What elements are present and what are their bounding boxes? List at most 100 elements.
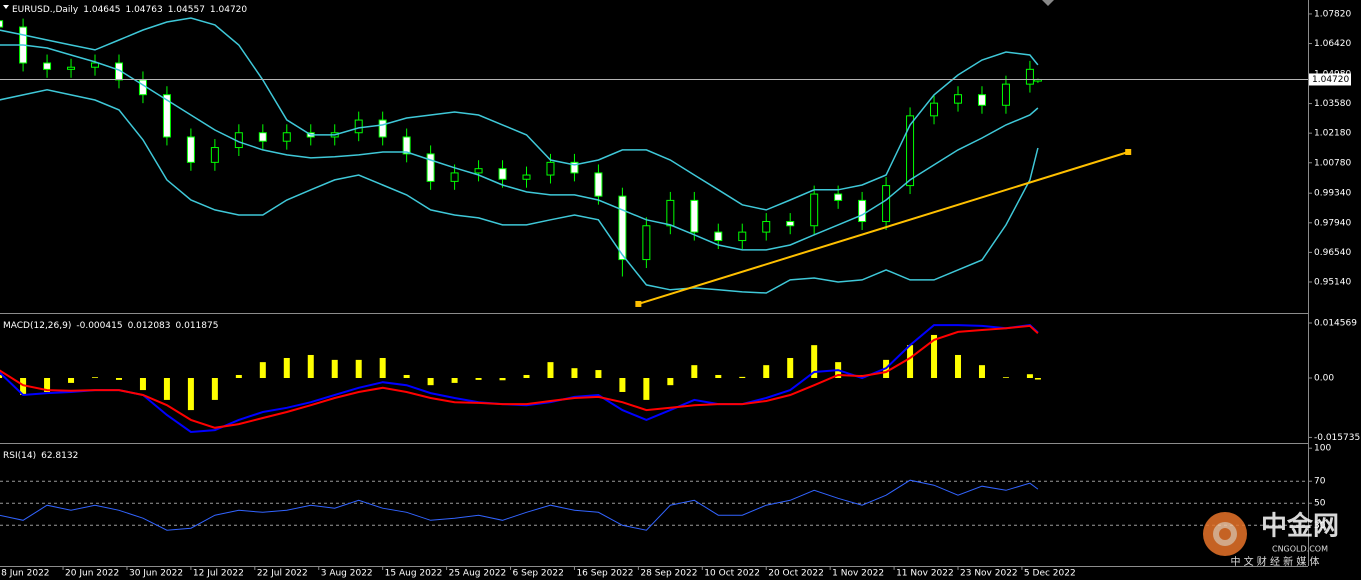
- macd-bar: [379, 357, 386, 378]
- macd-bar: [68, 377, 75, 383]
- macd-bar: [20, 377, 27, 395]
- macd-bar: [811, 345, 818, 378]
- candle-body: [1025, 68, 1034, 85]
- candle-body: [91, 62, 100, 68]
- x-tick-label: 3 Aug 2022: [321, 569, 373, 579]
- macd-bar: [427, 377, 434, 386]
- candle-body: [882, 185, 891, 223]
- candle-body: [858, 199, 867, 223]
- macd-bar: [331, 359, 338, 378]
- trend-anchor: [635, 300, 642, 307]
- panel-title: MACD(12,26,9): [3, 321, 71, 331]
- candle-body: [762, 221, 771, 233]
- candle-body: [522, 174, 531, 180]
- macd-line: [0, 324, 1039, 429]
- panel-title: EURUSD.,Daily: [12, 5, 79, 15]
- macd-bar: [1002, 377, 1009, 378]
- candle-body: [666, 199, 675, 227]
- panel: EURUSD.,Daily 1.04645 1.04763 1.04557 1.0472…: [0, 5, 1351, 579]
- y-tick-label: 1.06420: [1314, 39, 1351, 49]
- panel-header: RSI(14) 62.8132: [3, 451, 78, 461]
- candle-body: [354, 119, 363, 134]
- x-tick-label: 11 Nov 2022: [896, 569, 954, 579]
- macd-bar: [955, 354, 962, 378]
- x-tick-label: 20 Jun 2022: [65, 569, 119, 579]
- candle-body: [786, 221, 795, 227]
- x-tick-label: 28 Sep 2022: [640, 569, 697, 579]
- rsi-line: [0, 479, 1039, 531]
- macd-bar: [763, 365, 770, 378]
- x-tick-label: 22 Jul 2022: [257, 569, 308, 579]
- candle-body: [450, 172, 459, 182]
- macd-bar: [643, 377, 650, 400]
- candle-body: [43, 62, 52, 70]
- header-value: 1.04645: [83, 5, 120, 15]
- macd-bar: [211, 377, 218, 400]
- macd-bar: [115, 377, 122, 380]
- last-price-label: 1.04720: [1312, 75, 1349, 85]
- bollinger-band: [0, 44, 1039, 251]
- macd-bar: [0, 374, 3, 378]
- macd-bar: [715, 374, 722, 378]
- trend-line: [638, 151, 1129, 305]
- candle-body: [594, 172, 603, 197]
- candle-body: [930, 102, 939, 117]
- macd-bar: [355, 359, 362, 378]
- y-tick-label: 100: [1314, 444, 1331, 454]
- candle-body: [186, 136, 195, 163]
- macd-bar: [571, 368, 578, 378]
- header-value: 0.011875: [176, 321, 219, 331]
- header-value: 1.04763: [125, 5, 162, 15]
- y-tick-label: 70: [1314, 477, 1326, 487]
- x-tick-label: 25 Aug 2022: [449, 569, 507, 579]
- header-value: 0.012083: [128, 321, 171, 331]
- candle-body: [690, 199, 699, 233]
- macd-bar: [547, 362, 554, 378]
- macd-bar: [92, 377, 99, 378]
- macd-bar: [739, 376, 746, 378]
- macd-bar: [139, 377, 146, 391]
- scroll-marker: [1042, 0, 1054, 6]
- panel: RSI(14) 62.8132 100 70 50 30: [0, 444, 1331, 531]
- candle-body: [546, 161, 555, 176]
- macd-bar: [667, 377, 674, 386]
- y-tick-label: 1.03580: [1314, 99, 1351, 109]
- y-tick-label: 1.00780: [1314, 158, 1351, 168]
- panel-title: RSI(14): [3, 451, 36, 461]
- x-tick-label: 15 Aug 2022: [385, 569, 443, 579]
- candle-body: [834, 193, 843, 201]
- candle-body: [402, 136, 411, 155]
- watermark-site: CNGOLD.COM: [1272, 545, 1328, 554]
- macd-bar: [1034, 377, 1041, 380]
- candle-body: [738, 231, 747, 242]
- bollinger-band: [0, 89, 1039, 294]
- macd-bar: [235, 374, 242, 378]
- frame: [0, 0, 1309, 567]
- macd-bar: [163, 377, 170, 400]
- header-value: 1.04720: [210, 5, 247, 15]
- macd-bar: [619, 377, 626, 392]
- macd-bar: [907, 345, 914, 378]
- candle-body: [618, 195, 627, 261]
- macd-bar: [44, 377, 51, 392]
- header-value: 62.8132: [41, 451, 78, 461]
- panel: MACD(12,26,9) -0.000415 0.012083 0.011875 0.…: [0, 318, 1360, 443]
- bollinger-band: [0, 17, 1039, 211]
- x-tick-label: 12 Jul 2022: [193, 569, 244, 579]
- macd-bar: [499, 377, 506, 381]
- macd-line: [0, 324, 1039, 434]
- x-tick-label: 30 Jun 2022: [129, 569, 183, 579]
- candle-body: [714, 231, 723, 242]
- macd-bar: [283, 357, 290, 378]
- trend-anchor: [1125, 148, 1132, 155]
- candle-body: [810, 193, 819, 227]
- candle-body: [570, 161, 579, 174]
- y-tick-label: 0.96540: [1314, 248, 1351, 258]
- x-tick-label: 1 Nov 2022: [832, 569, 884, 579]
- last-price-box: [1309, 73, 1351, 86]
- y-tick-label: 0.97940: [1314, 218, 1351, 228]
- macd-bar: [307, 354, 314, 378]
- y-tick-label: 0.95140: [1314, 277, 1351, 287]
